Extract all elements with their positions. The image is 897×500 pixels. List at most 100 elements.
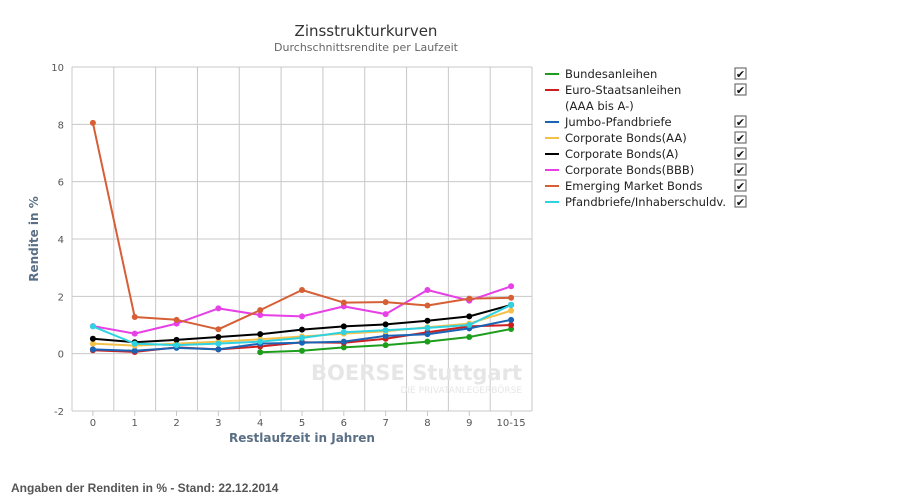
x-axis-ticks: 0 1 2 3 4 5 6 7 8 9 10-15 xyxy=(90,411,526,429)
data-point xyxy=(299,339,305,346)
x-tick-label: 4 xyxy=(257,418,263,429)
legend-label: Corporate Bonds(AA) xyxy=(565,131,687,145)
x-tick-label: 8 xyxy=(424,418,430,429)
data-point xyxy=(215,334,222,341)
data-point xyxy=(466,322,473,328)
data-point xyxy=(89,119,96,126)
data-point xyxy=(508,283,515,290)
data-point xyxy=(257,311,264,318)
watermark: BOERSE Stuttgart DIE PRIVATANLEGERBÖRSE xyxy=(311,361,522,396)
y-axis-title: Rendite in % xyxy=(27,196,41,282)
data-point xyxy=(215,326,222,333)
data-point xyxy=(424,317,431,324)
data-point xyxy=(131,340,138,347)
series-8 xyxy=(89,301,515,349)
watermark-tagline: DIE PRIVATANLEGERBÖRSE xyxy=(400,385,522,396)
data-point xyxy=(424,338,431,345)
data-point xyxy=(131,330,138,337)
legend-checkbox[interactable]: ✔ xyxy=(734,83,747,97)
data-point xyxy=(424,324,431,331)
legend-item-7[interactable]: Emerging Market Bonds ✔ xyxy=(545,179,747,193)
data-point xyxy=(299,334,305,341)
data-point xyxy=(382,327,389,334)
data-point xyxy=(382,299,389,306)
checkbox-box xyxy=(734,163,747,176)
legend-item-3[interactable]: Jumbo-Pfandbriefe ✔ xyxy=(545,115,747,129)
data-point xyxy=(340,338,347,345)
data-point xyxy=(89,335,96,342)
y-tick-label: 8 xyxy=(58,120,64,131)
legend-item-4[interactable]: Corporate Bonds(AA) ✔ xyxy=(545,131,747,145)
data-point xyxy=(424,287,431,294)
x-tick-label: 5 xyxy=(299,418,305,429)
chart-title: Zinsstrukturkurven xyxy=(295,22,438,40)
data-point xyxy=(508,294,515,301)
data-point xyxy=(424,331,431,338)
legend-checkbox[interactable]: ✔ xyxy=(734,163,747,177)
x-tick-label: 2 xyxy=(173,418,179,429)
series-7 xyxy=(89,119,515,333)
checkbox-box xyxy=(734,131,747,144)
legend-checkbox[interactable]: ✔ xyxy=(734,131,747,145)
y-tick-label: -2 xyxy=(54,407,64,418)
plot-grid xyxy=(71,66,533,412)
data-point xyxy=(131,347,138,354)
data-point xyxy=(173,316,180,323)
data-point xyxy=(340,323,347,330)
y-tick-label: 4 xyxy=(58,235,64,246)
data-point xyxy=(131,313,138,320)
data-point xyxy=(89,346,96,353)
legend-checkbox[interactable]: ✔ xyxy=(734,67,747,81)
data-point xyxy=(340,344,347,351)
watermark-brand: BOERSE Stuttgart xyxy=(311,361,522,385)
legend-item-1[interactable]: Bundesanleihen ✔ xyxy=(545,67,747,81)
checkmark-icon: ✔ xyxy=(736,132,745,145)
data-point xyxy=(382,321,389,328)
x-tick-label: 10-15 xyxy=(497,418,526,429)
data-point xyxy=(340,329,347,336)
data-point xyxy=(299,313,305,320)
legend-checkbox[interactable]: ✔ xyxy=(734,179,747,193)
data-point xyxy=(215,305,222,312)
checkbox-box xyxy=(734,147,747,160)
data-point xyxy=(382,311,389,318)
legend-item-5[interactable]: Corporate Bonds(A) ✔ xyxy=(545,147,747,161)
legend-item-6[interactable]: Corporate Bonds(BBB) ✔ xyxy=(545,163,747,177)
legend-item-8[interactable]: Pfandbriefe/Inhaberschuldv. ✔ xyxy=(545,195,747,209)
data-point xyxy=(215,340,222,347)
x-tick-label: 6 xyxy=(341,418,347,429)
data-point xyxy=(89,323,96,330)
legend-label: Jumbo-Pfandbriefe xyxy=(564,115,672,129)
checkbox-box xyxy=(734,179,747,192)
yield-curve-chart: Zinsstrukturkurven Durchschnittsrendite … xyxy=(27,22,747,445)
legend-item-2[interactable]: Euro-Staatsanleihen ✔ (AAA bis A-) xyxy=(545,83,747,113)
legend-checkbox[interactable]: ✔ xyxy=(734,147,747,161)
data-point xyxy=(215,346,222,353)
series-1 xyxy=(257,326,515,356)
data-point xyxy=(508,307,515,314)
checkbox-box xyxy=(734,67,747,80)
data-point xyxy=(89,340,96,347)
legend-label: Bundesanleihen xyxy=(565,67,657,81)
footer-note: Angaben der Renditen in % - Stand: 22.12… xyxy=(11,481,279,495)
data-point xyxy=(257,349,264,356)
legend-checkbox[interactable]: ✔ xyxy=(734,115,747,129)
data-point xyxy=(466,334,473,341)
legend-label-line2: (AAA bis A-) xyxy=(565,99,634,113)
chart-subtitle: Durchschnittsrendite per Laufzeit xyxy=(274,41,459,54)
data-point xyxy=(508,322,515,328)
data-point xyxy=(508,301,515,308)
data-point xyxy=(173,336,180,343)
legend-label: Pfandbriefe/Inhaberschuldv. xyxy=(565,195,726,209)
legend-checkbox[interactable]: ✔ xyxy=(734,195,747,209)
data-point xyxy=(257,338,264,345)
data-point xyxy=(299,326,305,333)
y-tick-label: 0 xyxy=(58,350,64,361)
data-point xyxy=(424,302,431,309)
legend: Bundesanleihen ✔ Euro-Staatsanleihen ✔ (AAA … xyxy=(545,67,747,209)
checkmark-icon: ✔ xyxy=(736,180,745,193)
y-tick-label: 6 xyxy=(58,178,64,189)
checkmark-icon: ✔ xyxy=(736,68,745,81)
data-point xyxy=(382,332,389,339)
data-point xyxy=(173,342,180,349)
